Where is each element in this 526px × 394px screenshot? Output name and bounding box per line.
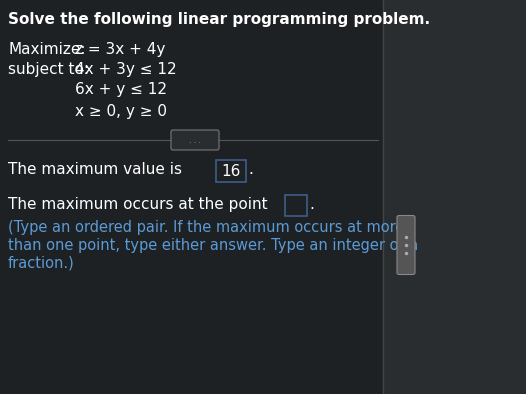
Text: 6x + y ≤ 12: 6x + y ≤ 12 <box>75 82 167 97</box>
Text: The maximum value is: The maximum value is <box>8 162 182 177</box>
Text: subject to:: subject to: <box>8 62 89 77</box>
Text: Solve the following linear programming problem.: Solve the following linear programming p… <box>8 12 430 27</box>
FancyBboxPatch shape <box>216 160 246 182</box>
Bar <box>383 0 526 394</box>
Text: x ≥ 0, y ≥ 0: x ≥ 0, y ≥ 0 <box>75 104 167 119</box>
Text: 4x + 3y ≤ 12: 4x + 3y ≤ 12 <box>75 62 177 77</box>
Text: Maximize:: Maximize: <box>8 42 86 57</box>
Text: .: . <box>309 197 314 212</box>
Text: . . .: . . . <box>189 136 201 145</box>
Text: fraction.): fraction.) <box>8 256 75 271</box>
Text: The maximum occurs at the point: The maximum occurs at the point <box>8 197 268 212</box>
FancyBboxPatch shape <box>285 195 307 216</box>
Text: (Type an ordered pair. If the maximum occurs at more: (Type an ordered pair. If the maximum oc… <box>8 220 404 235</box>
Text: than one point, type either answer. Type an integer or a: than one point, type either answer. Type… <box>8 238 418 253</box>
Text: z = 3x + 4y: z = 3x + 4y <box>75 42 165 57</box>
Text: .: . <box>248 162 253 177</box>
Text: 16: 16 <box>221 164 241 178</box>
FancyBboxPatch shape <box>397 216 415 275</box>
FancyBboxPatch shape <box>171 130 219 150</box>
